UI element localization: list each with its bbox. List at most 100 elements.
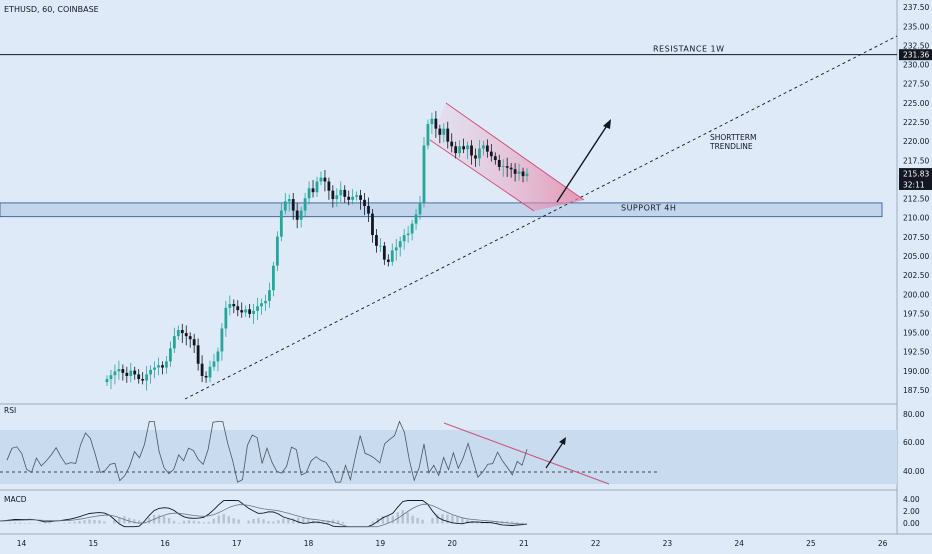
candle-body — [494, 156, 497, 160]
candle-body — [331, 191, 334, 199]
price-tick-label: 230.00 — [903, 61, 929, 70]
candle-body — [221, 328, 224, 351]
candle-body — [351, 197, 354, 200]
price-tick-label: 235.00 — [903, 22, 929, 31]
candle-body — [375, 235, 378, 246]
candle-body — [419, 203, 422, 214]
price-tick-label: 210.00 — [903, 214, 929, 223]
price-tick-label: 200.00 — [903, 290, 929, 299]
candle-body — [256, 306, 259, 311]
candle-body — [276, 237, 279, 266]
time-tick-label: 24 — [734, 539, 744, 548]
macd-bar — [237, 519, 239, 523]
macd-bar — [247, 521, 249, 524]
candle-body — [454, 146, 457, 153]
macd-bar — [168, 518, 170, 524]
candle-body — [165, 361, 168, 367]
candle-body — [434, 119, 437, 129]
macd-bar — [267, 521, 269, 523]
candle-body — [343, 190, 346, 197]
candle-body — [121, 369, 124, 373]
time-tick-label: 19 — [376, 539, 386, 548]
macd-bar — [39, 523, 41, 524]
candle-body — [236, 306, 239, 310]
candle-body — [327, 181, 330, 190]
macd-bar — [431, 518, 433, 523]
candle-body — [292, 199, 295, 210]
candle-body — [260, 303, 263, 306]
macd-bar — [232, 518, 234, 523]
candle-body — [145, 374, 148, 380]
candle-body — [379, 246, 382, 247]
price-tick-label: 192.50 — [903, 348, 929, 357]
price-tick-label: 205.00 — [903, 252, 929, 261]
macd-bar — [277, 520, 279, 523]
macd-bar — [73, 522, 75, 524]
macd-bar — [208, 522, 210, 524]
candle-body — [498, 160, 501, 167]
macd-bar — [148, 518, 150, 524]
symbol-title: ETHUSD, 60, COINBASE — [4, 5, 99, 14]
candle-body — [284, 201, 287, 210]
macd-bar — [203, 523, 205, 524]
candle-body — [125, 373, 128, 376]
macd-bar — [262, 519, 264, 523]
macd-bar — [93, 520, 95, 524]
rsi-tick-80: 80.00 — [903, 410, 925, 419]
resistance-label: RESISTANCE 1W — [653, 45, 725, 54]
candle-body — [371, 214, 374, 235]
candle-body — [395, 247, 398, 250]
price-tick-label: 195.00 — [903, 329, 929, 338]
candle-body — [478, 149, 481, 159]
macd-bar — [441, 514, 443, 523]
candle-body — [411, 224, 414, 234]
price-tick-label: 217.50 — [903, 156, 929, 165]
candle-body — [320, 178, 323, 182]
price-badge-label: 231.36 — [903, 51, 929, 60]
rsi-label: RSI — [4, 406, 16, 415]
macd-bar — [223, 514, 225, 524]
candle-body — [224, 308, 227, 329]
candle-body — [438, 129, 441, 135]
candle-body — [252, 311, 255, 314]
candle-body — [514, 169, 517, 174]
macd-bar — [282, 519, 284, 524]
candle-body — [470, 145, 473, 155]
time-tick-label: 17 — [232, 539, 242, 548]
candle-body — [442, 129, 445, 135]
macd-bar — [78, 521, 80, 524]
candle-body — [522, 172, 525, 177]
candle-body — [133, 371, 136, 375]
candle-body — [137, 374, 140, 379]
price-badge-label: 215.83 — [903, 170, 929, 179]
candle-body — [347, 197, 350, 200]
macd-bar — [272, 522, 274, 524]
candle-body — [510, 168, 513, 170]
price-tick-label: 237.50 — [903, 3, 929, 12]
macd-bar — [83, 520, 85, 523]
candle-body — [280, 211, 283, 237]
time-tick-label: 18 — [304, 539, 314, 548]
price-tick-label: 225.00 — [903, 99, 929, 108]
macd-bar — [392, 516, 394, 524]
candle-body — [149, 370, 152, 375]
macd-bar — [158, 515, 160, 524]
macd-bar — [63, 523, 65, 524]
candle-body — [304, 198, 307, 210]
candle-body — [248, 309, 251, 314]
candle-body — [427, 124, 430, 145]
candle-body — [268, 290, 271, 301]
candle-body — [367, 206, 370, 214]
price-tick-label: 187.50 — [903, 386, 929, 395]
candle-body — [450, 142, 453, 147]
price-tick-label: 227.50 — [903, 80, 929, 89]
candle-body — [272, 266, 275, 291]
candle-body — [474, 155, 477, 158]
candle-body — [288, 199, 291, 201]
candle-body — [181, 330, 184, 333]
support-zone[interactable] — [0, 203, 882, 217]
macd-bar — [103, 521, 105, 523]
price-tick-label: 222.50 — [903, 118, 929, 127]
